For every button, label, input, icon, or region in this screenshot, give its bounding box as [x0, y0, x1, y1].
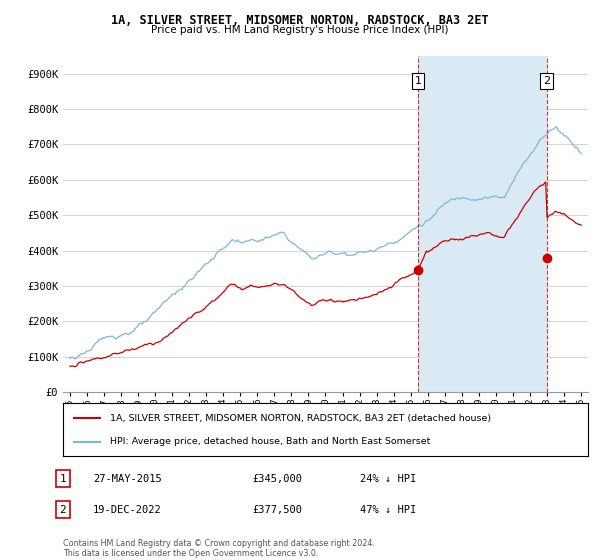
Text: £345,000: £345,000 [252, 474, 302, 484]
Text: 2: 2 [59, 505, 67, 515]
Text: 1A, SILVER STREET, MIDSOMER NORTON, RADSTOCK, BA3 2ET: 1A, SILVER STREET, MIDSOMER NORTON, RADS… [111, 14, 489, 27]
Text: 1: 1 [415, 76, 421, 86]
Text: HPI: Average price, detached house, Bath and North East Somerset: HPI: Average price, detached house, Bath… [110, 437, 431, 446]
Bar [418, 56, 547, 392]
Text: Contains HM Land Registry data © Crown copyright and database right 2024.
This d: Contains HM Land Registry data © Crown c… [63, 539, 375, 558]
Text: Price paid vs. HM Land Registry's House Price Index (HPI): Price paid vs. HM Land Registry's House … [151, 25, 449, 35]
Text: 19-DEC-2022: 19-DEC-2022 [93, 505, 162, 515]
Text: 1A, SILVER STREET, MIDSOMER NORTON, RADSTOCK, BA3 2ET (detached house): 1A, SILVER STREET, MIDSOMER NORTON, RADS… [110, 414, 491, 423]
Text: 27-MAY-2015: 27-MAY-2015 [93, 474, 162, 484]
Text: 1: 1 [59, 474, 67, 484]
Text: £377,500: £377,500 [252, 505, 302, 515]
Text: 24% ↓ HPI: 24% ↓ HPI [360, 474, 416, 484]
Text: 47% ↓ HPI: 47% ↓ HPI [360, 505, 416, 515]
Text: 2: 2 [543, 76, 550, 86]
